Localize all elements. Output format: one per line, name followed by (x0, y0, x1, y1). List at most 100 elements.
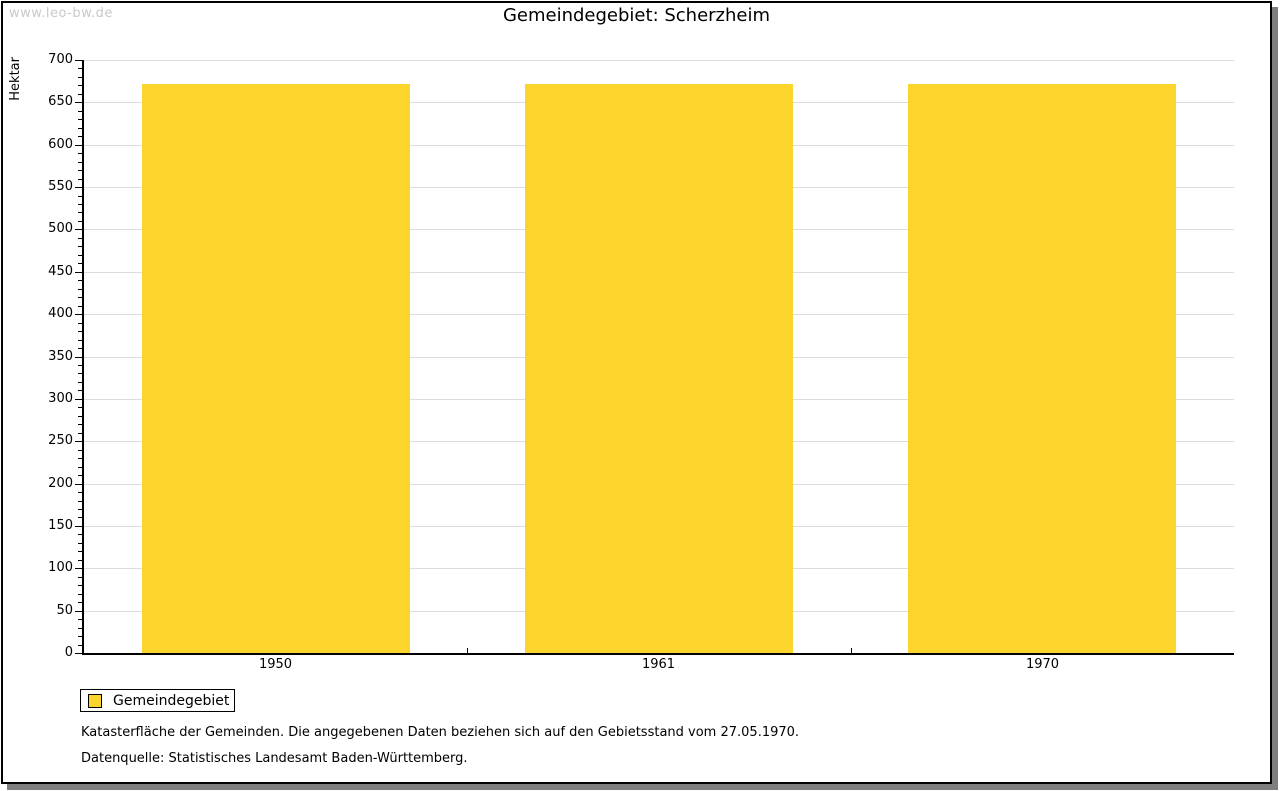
y-axis-minor-tick (78, 382, 82, 383)
y-axis-minor-tick (78, 196, 82, 197)
y-axis-minor-tick (78, 628, 82, 629)
y-axis-minor-tick (78, 204, 82, 205)
y-axis-minor-tick (78, 501, 82, 502)
y-axis-tick-label: 100 (48, 560, 73, 575)
y-axis-major-tick (75, 314, 82, 315)
y-axis-minor-tick (78, 128, 82, 129)
bar-1961 (525, 84, 793, 653)
bar-1970 (908, 84, 1176, 653)
chart-title: Gemeindegebiet: Scherzheim (502, 5, 771, 26)
y-axis-minor-tick (78, 77, 82, 78)
y-axis-minor-tick (78, 517, 82, 518)
y-axis-minor-tick (78, 170, 82, 171)
y-axis-tick-label: 150 (48, 518, 73, 533)
y-axis-major-tick (75, 399, 82, 400)
y-axis-minor-tick (78, 246, 82, 247)
y-axis-tick-label: 350 (48, 349, 73, 364)
y-axis-tick-label: 0 (64, 645, 73, 660)
y-axis-minor-tick (78, 153, 82, 154)
y-axis-major-tick (75, 441, 82, 442)
y-axis-major-tick (75, 60, 82, 61)
legend-swatch-gemeindegebiet (88, 693, 102, 708)
y-axis-minor-tick (78, 365, 82, 366)
y-axis-minor-tick (78, 585, 82, 586)
y-axis-minor-tick (78, 458, 82, 459)
y-axis-minor-tick (78, 348, 82, 349)
y-axis-major-tick (75, 611, 82, 612)
y-axis-minor-tick (78, 390, 82, 391)
y-axis-major-tick (75, 653, 82, 654)
footnote-data-source: Datenquelle: Statistisches Landesamt Bad… (81, 751, 468, 766)
y-axis-minor-tick (78, 179, 82, 180)
y-axis-minor-tick (78, 467, 82, 468)
y-axis-minor-tick (78, 94, 82, 95)
y-axis-major-tick (75, 187, 82, 188)
y-axis-tick-label: 650 (48, 94, 73, 109)
y-axis-minor-tick (78, 255, 82, 256)
y-axis-minor-tick (78, 111, 82, 112)
y-axis-tick-label: 700 (48, 52, 73, 67)
y-axis-minor-tick (78, 162, 82, 163)
y-axis-minor-tick (78, 424, 82, 425)
y-axis-minor-tick (78, 238, 82, 239)
y-axis-major-tick (75, 145, 82, 146)
watermark: www.leo-bw.de (9, 6, 113, 21)
y-axis-minor-tick (78, 450, 82, 451)
y-axis-minor-tick (78, 551, 82, 552)
y-axis-minor-tick (78, 297, 82, 298)
y-axis-minor-tick (78, 289, 82, 290)
y-axis-major-tick (75, 568, 82, 569)
y-axis-tick-label: 500 (48, 221, 73, 236)
y-axis-tick-label: 50 (56, 603, 73, 618)
y-axis-minor-tick (78, 645, 82, 646)
y-axis-minor-tick (78, 136, 82, 137)
y-axis-minor-tick (78, 602, 82, 603)
y-axis-minor-tick (78, 475, 82, 476)
x-axis-boundary-tick (851, 648, 852, 653)
y-axis-minor-tick (78, 331, 82, 332)
y-axis-major-tick (75, 357, 82, 358)
y-gridline (84, 60, 1234, 61)
x-axis-tick-label: 1970 (1025, 657, 1060, 672)
y-axis-tick-label: 550 (48, 179, 73, 194)
y-axis-minor-tick (78, 509, 82, 510)
y-axis-major-tick (75, 484, 82, 485)
y-axis-major-tick (75, 102, 82, 103)
y-axis-major-tick (75, 526, 82, 527)
y-axis-minor-tick (78, 306, 82, 307)
y-axis-minor-tick (78, 280, 82, 281)
y-axis-minor-tick (78, 323, 82, 324)
y-axis-minor-tick (78, 340, 82, 341)
y-axis-minor-tick (78, 263, 82, 264)
y-axis-tick-label: 450 (48, 264, 73, 279)
y-axis-minor-tick (78, 119, 82, 120)
x-axis-tick-label: 1950 (258, 657, 293, 672)
y-axis-minor-tick (78, 221, 82, 222)
y-axis-minor-tick (78, 433, 82, 434)
y-axis-minor-tick (78, 85, 82, 86)
y-axis-minor-tick (78, 492, 82, 493)
plot-area: 0 50 100 150 200 250 300 350 400 450 500 550 600 650 7… (48, 52, 1234, 672)
y-axis-minor-tick (78, 416, 82, 417)
y-axis-minor-tick (78, 577, 82, 578)
y-axis-minor-tick (78, 68, 82, 69)
y-axis-minor-tick (78, 619, 82, 620)
y-axis-title: Hektar (8, 57, 23, 101)
x-axis-boundary-tick (467, 648, 468, 653)
y-axis-major-tick (75, 272, 82, 273)
legend: Gemeindegebiet (80, 689, 235, 712)
y-axis-minor-tick (78, 543, 82, 544)
y-axis-minor-tick (78, 594, 82, 595)
y-axis-minor-tick (78, 534, 82, 535)
footnote-data-note: Katasterfläche der Gemeinden. Die angege… (81, 725, 800, 740)
y-axis-minor-tick (78, 636, 82, 637)
y-axis-tick-label: 400 (48, 306, 73, 321)
y-axis-major-tick (75, 229, 82, 230)
y-axis-minor-tick (78, 407, 82, 408)
y-axis-tick-label: 200 (48, 476, 73, 491)
legend-label: Gemeindegebiet (113, 692, 230, 709)
y-axis-minor-tick (78, 212, 82, 213)
y-axis-minor-tick (78, 560, 82, 561)
y-axis-tick-label: 300 (48, 391, 73, 406)
